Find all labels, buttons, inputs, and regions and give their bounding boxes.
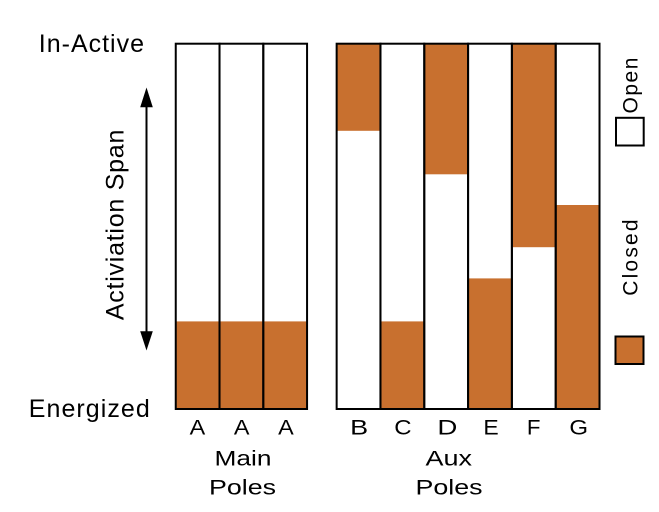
svg-text:Activiation Span: Activiation Span xyxy=(102,129,130,320)
svg-text:Main: Main xyxy=(215,447,272,470)
svg-text:Energized: Energized xyxy=(29,395,151,423)
svg-text:In-Active: In-Active xyxy=(39,30,145,58)
svg-text:F: F xyxy=(527,415,541,439)
svg-text:D: D xyxy=(437,415,457,439)
svg-text:Poles: Poles xyxy=(416,477,483,500)
svg-text:Aux: Aux xyxy=(426,447,473,470)
svg-text:A: A xyxy=(234,415,250,439)
svg-text:G: G xyxy=(569,415,588,439)
svg-text:C: C xyxy=(394,415,411,439)
svg-text:Poles: Poles xyxy=(209,477,276,500)
svg-text:Open: Open xyxy=(620,56,643,113)
svg-text:A: A xyxy=(190,415,206,439)
svg-text:E: E xyxy=(483,415,498,439)
svg-text:A: A xyxy=(278,415,294,439)
svg-text:B: B xyxy=(350,415,368,439)
svg-text:Closed: Closed xyxy=(620,217,643,296)
